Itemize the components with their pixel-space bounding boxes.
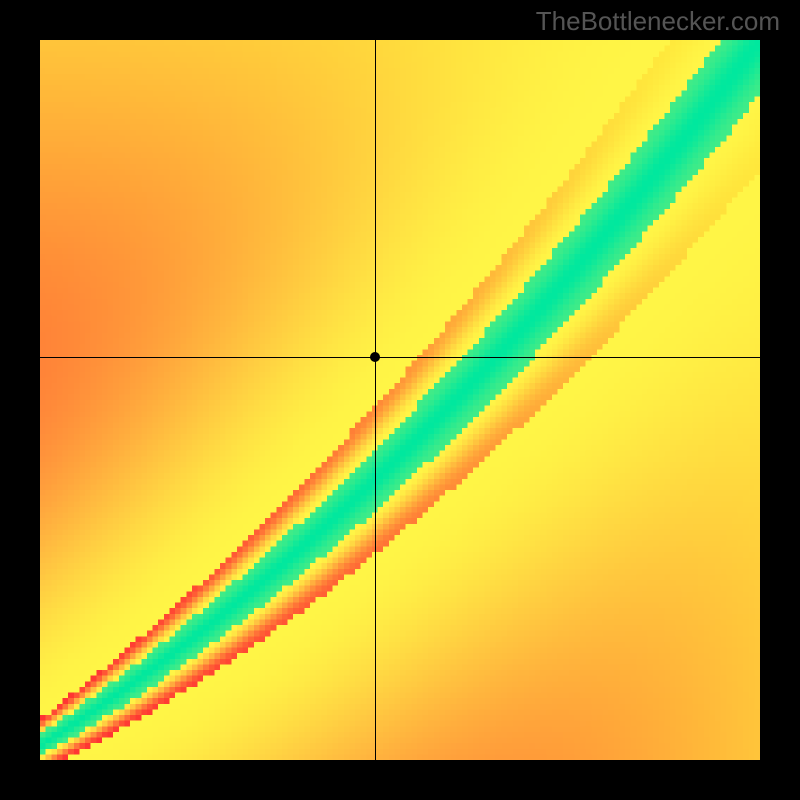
crosshair-vertical [375, 40, 376, 760]
heatmap-canvas [40, 40, 760, 760]
crosshair-horizontal [40, 357, 760, 358]
watermark-text: TheBottlenecker.com [536, 6, 780, 37]
data-point-marker [370, 352, 380, 362]
chart-container: TheBottlenecker.com [0, 0, 800, 800]
plot-area [40, 40, 760, 760]
